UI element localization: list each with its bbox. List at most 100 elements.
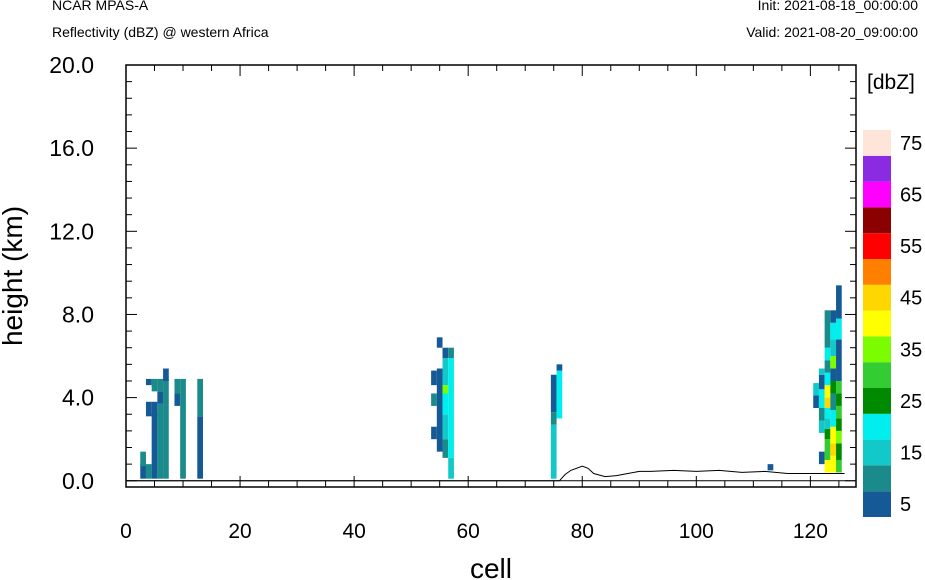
colorbar-tick-label: 35 xyxy=(900,339,922,361)
reflectivity-cell xyxy=(556,364,563,371)
reflectivity-cell xyxy=(830,455,837,473)
reflectivity-cell xyxy=(442,358,449,386)
reflectivity-cell xyxy=(174,393,181,406)
reflectivity-cell xyxy=(818,408,825,421)
y-tick-label: 16.0 xyxy=(49,135,94,161)
reflectivity-cell xyxy=(151,414,158,479)
colorbar-swatch xyxy=(863,130,891,156)
reflectivity-cell xyxy=(550,424,557,479)
reflectivity-cell xyxy=(818,451,825,465)
x-tick-label: 20 xyxy=(228,520,251,543)
reflectivity-cell xyxy=(824,439,831,460)
colorbar-swatch xyxy=(863,362,891,388)
reflectivity-cell xyxy=(442,439,449,458)
reflectivity-cell xyxy=(824,397,831,408)
reflectivity-cell xyxy=(830,322,837,340)
colorbar: 5 15 25 35 45 55 65 75 xyxy=(863,130,922,517)
model-title: NCAR MPAS-A xyxy=(52,0,149,13)
colorbar-swatch xyxy=(863,259,891,285)
reflectivity-cell xyxy=(180,378,186,479)
reflectivity-cell xyxy=(813,395,819,408)
reflectivity-cell xyxy=(830,393,837,411)
reflectivity-cell xyxy=(140,464,146,479)
init-time: Init: 2021-08-18_00:00:00 xyxy=(757,0,918,13)
colorbar-swatch xyxy=(863,284,891,311)
colorbar-tick-label: 5 xyxy=(900,494,911,516)
reflectivity-cell xyxy=(151,401,158,417)
reflectivity-cell xyxy=(197,378,203,417)
reflectivity-cell xyxy=(140,451,146,467)
reflectivity-cell xyxy=(431,426,437,440)
reflectivity-cell xyxy=(448,358,454,458)
reflectivity-cell xyxy=(824,347,831,361)
reflectivity-cell xyxy=(448,347,454,359)
colorbar-swatch xyxy=(863,388,891,414)
reflectivity-cell xyxy=(550,412,557,425)
colorbar-swatch xyxy=(863,491,891,517)
reflectivity-cell xyxy=(836,405,842,419)
reflectivity-cell xyxy=(836,339,842,369)
colorbar-label: [dbZ] xyxy=(867,71,915,94)
terrain-line xyxy=(126,465,845,482)
reflectivity-cell xyxy=(818,420,825,433)
reflectivity-cell xyxy=(824,459,831,473)
x-tick-label: 60 xyxy=(457,520,480,543)
reflectivity-cell xyxy=(145,464,152,479)
reflectivity-cell xyxy=(556,370,563,419)
reflectivity-cell xyxy=(157,403,164,479)
colorbar-tick-label: 65 xyxy=(900,185,922,207)
reflectivity-cell xyxy=(824,310,831,348)
reflectivity-cell xyxy=(813,383,819,396)
colorbar-swatch xyxy=(863,336,891,363)
reflectivity-cell xyxy=(830,310,837,323)
reflectivity-cell xyxy=(818,374,825,390)
reflectivity-cell xyxy=(436,337,443,348)
colorbar-swatch xyxy=(863,207,891,234)
reflectivity-cell xyxy=(818,389,825,409)
reflectivity-cell xyxy=(830,426,837,444)
reflectivity-cell xyxy=(836,285,842,319)
reflectivity-cell xyxy=(836,380,842,394)
reflectivity-cell xyxy=(448,457,454,479)
reflectivity-cell xyxy=(431,393,437,406)
colorbar-tick-label: 55 xyxy=(900,236,922,258)
y-axis-label: height (km) xyxy=(0,206,28,346)
reflectivity-cell xyxy=(836,418,842,431)
axes: 0 20 40 60 80 100 120 0.0 4.0 8.0 12.0 16.0 20.0 xyxy=(49,52,856,543)
reflectivity-cell xyxy=(836,443,842,460)
reflectivity-cell xyxy=(830,443,837,456)
chart-title: Reflectivity (dBZ) @ western Africa xyxy=(52,24,269,40)
plot-frame xyxy=(125,64,857,488)
reflectivity-cell xyxy=(157,391,164,404)
colorbar-swatch xyxy=(863,181,891,208)
x-tick-label: 0 xyxy=(120,520,132,543)
reflectivity-cell xyxy=(836,430,842,444)
reflectivity-cell xyxy=(830,356,837,369)
reflectivity-cell xyxy=(836,459,842,473)
reflectivity-cell xyxy=(431,370,437,386)
reflectivity-cell xyxy=(163,368,169,381)
colorbar-tick-label: 25 xyxy=(900,391,922,413)
y-tick-label: 20.0 xyxy=(49,52,94,78)
reflectivity-cell xyxy=(436,368,443,452)
colorbar-swatch xyxy=(863,413,891,440)
y-tick-label: 12.0 xyxy=(49,218,94,244)
reflectivity-cells xyxy=(140,285,842,479)
reflectivity-cell xyxy=(824,428,831,440)
reflectivity-cell xyxy=(442,414,449,440)
reflectivity-cell xyxy=(836,318,842,340)
reflectivity-cell xyxy=(830,368,837,381)
reflectivity-cell xyxy=(824,408,831,419)
reflectivity-cell xyxy=(818,368,825,375)
reflectivity-cell xyxy=(442,347,449,359)
reflectivity-cell xyxy=(836,368,842,381)
colorbar-swatch xyxy=(863,465,891,492)
reflectivity-cell xyxy=(824,385,831,398)
colorbar-tick-label: 75 xyxy=(900,133,922,155)
reflectivity-cell xyxy=(824,372,831,386)
colorbar-swatch xyxy=(863,233,891,259)
colorbar-tick-label: 15 xyxy=(900,443,922,465)
x-tick-label: 100 xyxy=(679,520,714,543)
reflectivity-cell xyxy=(151,378,158,392)
